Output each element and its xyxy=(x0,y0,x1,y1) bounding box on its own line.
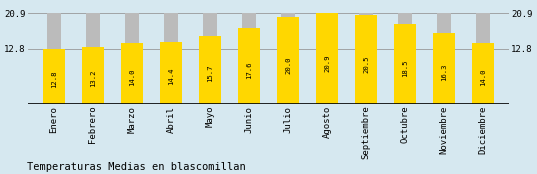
Text: 20.9: 20.9 xyxy=(324,55,330,72)
Bar xyxy=(316,13,338,104)
Bar xyxy=(242,13,256,104)
Text: 17.6: 17.6 xyxy=(246,61,252,78)
Bar xyxy=(355,15,377,104)
Bar xyxy=(82,47,104,104)
Bar xyxy=(433,33,455,104)
Bar xyxy=(164,13,178,104)
Text: 16.3: 16.3 xyxy=(441,64,447,81)
Text: 14.4: 14.4 xyxy=(168,67,174,85)
Bar xyxy=(43,49,64,104)
Text: 15.7: 15.7 xyxy=(207,65,213,82)
Text: 13.2: 13.2 xyxy=(90,70,96,87)
Bar xyxy=(203,13,217,104)
Bar xyxy=(199,36,221,104)
Text: 20.5: 20.5 xyxy=(363,55,369,73)
Bar xyxy=(125,13,139,104)
Bar xyxy=(473,43,494,104)
Bar xyxy=(394,24,416,104)
Bar xyxy=(281,13,295,104)
Bar xyxy=(320,13,334,104)
Bar xyxy=(277,17,299,104)
Bar xyxy=(437,13,451,104)
Bar xyxy=(238,28,260,104)
Bar xyxy=(359,13,373,104)
Bar xyxy=(476,13,490,104)
Bar xyxy=(121,43,143,104)
Bar xyxy=(160,42,182,104)
Bar xyxy=(47,13,61,104)
Text: 20.0: 20.0 xyxy=(285,56,291,74)
Text: 14.0: 14.0 xyxy=(129,68,135,86)
Text: Temperaturas Medias en blascomillan: Temperaturas Medias en blascomillan xyxy=(27,162,245,172)
Text: 14.0: 14.0 xyxy=(480,68,486,86)
Bar xyxy=(86,13,100,104)
Text: 12.8: 12.8 xyxy=(51,70,57,88)
Bar xyxy=(398,13,412,104)
Text: 18.5: 18.5 xyxy=(402,59,408,77)
